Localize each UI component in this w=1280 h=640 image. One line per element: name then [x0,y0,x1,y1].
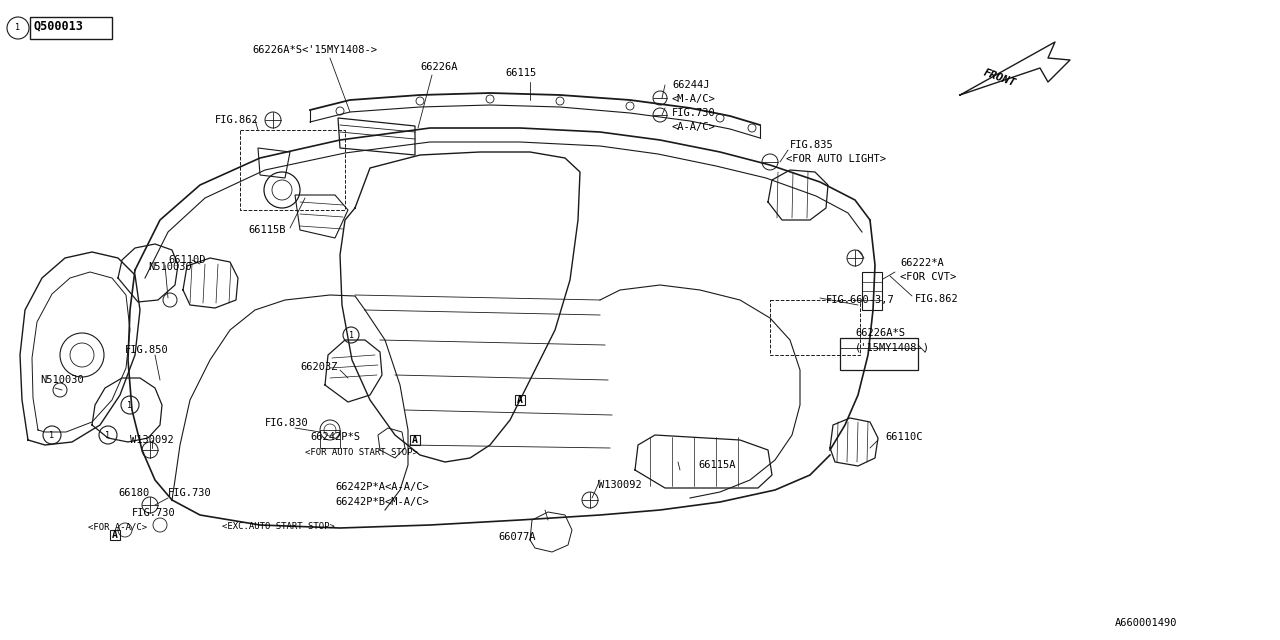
Text: W130092: W130092 [131,435,174,445]
Text: 66244J: 66244J [672,80,709,90]
Text: 66115B: 66115B [248,225,285,235]
Text: <EXC.AUTO START STOP>: <EXC.AUTO START STOP> [221,522,335,531]
Text: <FOR A-A/C>: <FOR A-A/C> [88,522,147,531]
Text: 66242P*B<M-A/C>: 66242P*B<M-A/C> [335,497,429,507]
Text: 1: 1 [105,431,110,440]
Text: 66110C: 66110C [884,432,923,442]
Text: FIG.730: FIG.730 [672,108,716,118]
Text: A: A [412,435,419,445]
Text: 66115: 66115 [506,68,536,78]
Text: 66242P*S: 66242P*S [310,432,360,442]
Text: 66226A*S: 66226A*S [855,328,905,338]
Text: <FOR AUTO START STOP>: <FOR AUTO START STOP> [305,448,417,457]
Text: 66226A: 66226A [420,62,457,72]
Text: W130092: W130092 [598,480,641,490]
Text: FIG.862: FIG.862 [215,115,259,125]
Text: 1: 1 [15,24,20,33]
Text: ('15MY1408-): ('15MY1408-) [855,342,931,352]
Text: A: A [517,395,524,405]
Text: FIG.730: FIG.730 [168,488,211,498]
Text: 66077A: 66077A [498,532,535,542]
Text: FIG.660-3,7: FIG.660-3,7 [826,295,895,305]
Text: FIG.850: FIG.850 [125,345,169,355]
Text: <FOR CVT>: <FOR CVT> [900,272,956,282]
Text: N510030: N510030 [148,262,192,272]
Text: <FOR AUTO LIGHT>: <FOR AUTO LIGHT> [786,154,886,164]
Bar [771,300,860,355]
Text: 66110D: 66110D [168,255,206,265]
Text: FIG.730: FIG.730 [132,508,175,518]
Text: 1: 1 [128,401,133,410]
Text: A: A [113,530,118,540]
Bar [861,272,882,310]
Bar [840,338,918,370]
Bar [241,130,346,210]
Text: 66203Z: 66203Z [300,362,338,372]
Text: FIG.830: FIG.830 [265,418,308,428]
Text: Q500013: Q500013 [35,19,84,32]
Bar [515,395,525,405]
Text: 66115A: 66115A [698,460,736,470]
Text: N510030: N510030 [40,375,83,385]
Text: 66180: 66180 [118,488,150,498]
Text: FIG.835: FIG.835 [790,140,833,150]
Bar [29,17,113,39]
Bar [410,435,420,445]
Text: 66242P*A<A-A/C>: 66242P*A<A-A/C> [335,482,429,492]
Text: FRONT: FRONT [983,68,1018,88]
Text: <A-A/C>: <A-A/C> [672,122,716,132]
Text: 66222*A: 66222*A [900,258,943,268]
Text: <M-A/C>: <M-A/C> [672,94,716,104]
Text: 66226A*S<'15MY1408->: 66226A*S<'15MY1408-> [252,45,378,55]
Text: 1: 1 [348,330,353,339]
Text: 1: 1 [50,431,55,440]
Text: A660001490: A660001490 [1115,618,1178,628]
Text: FIG.862: FIG.862 [915,294,959,304]
Bar [110,530,120,540]
